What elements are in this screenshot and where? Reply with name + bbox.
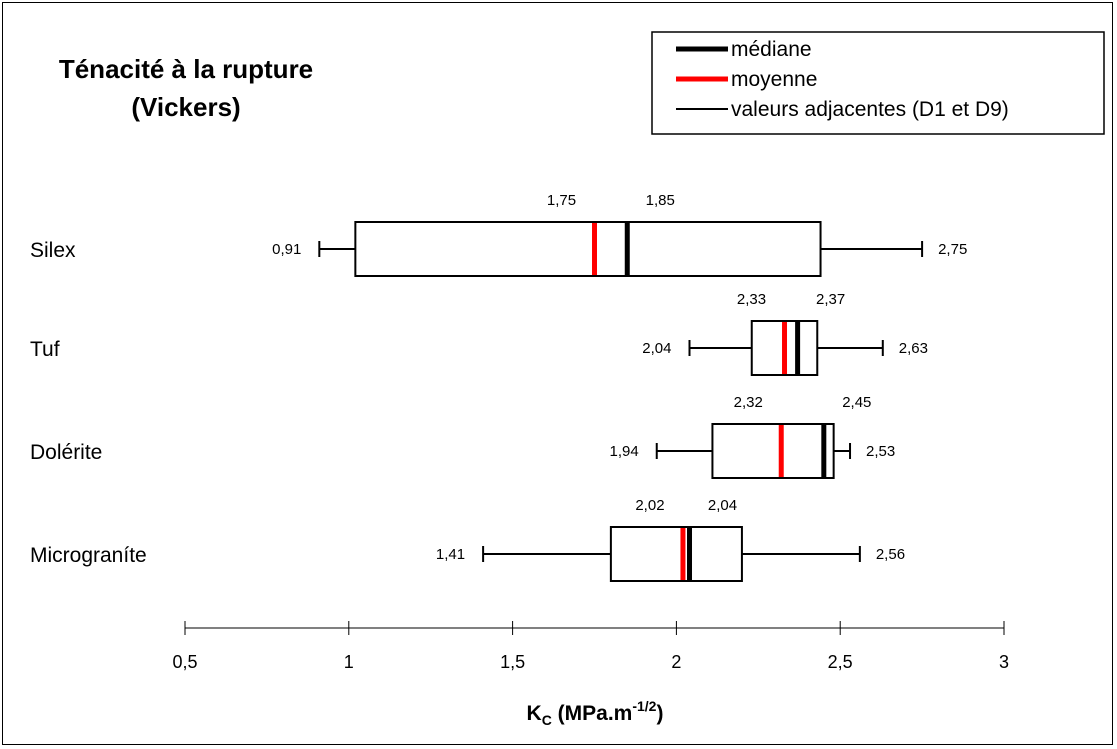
category-label-2: Dolérite	[30, 441, 102, 464]
mean-label-0: 1,75	[547, 192, 576, 209]
high-label-1: 2,63	[899, 340, 928, 357]
mean-label-2: 2,32	[734, 394, 763, 411]
category-label-3: Micrograníte	[30, 544, 147, 567]
chart-title-line-2: (Vickers)	[131, 92, 240, 122]
median-label-1: 2,37	[816, 291, 845, 308]
x-axis-label-superscript: -1/2	[632, 698, 656, 714]
median-label-0: 1,85	[646, 192, 675, 209]
box-body-2	[711, 423, 835, 479]
box-body-3	[609, 526, 743, 582]
box-3: Micrograníte 1,41 2,56 2,02 2,04	[30, 497, 905, 582]
x-tick-label-2: 1,5	[500, 652, 525, 672]
box-body-0	[354, 221, 822, 277]
x-tick-label-0: 0,5	[172, 652, 197, 672]
x-tick-label-4: 2,5	[828, 652, 853, 672]
low-label-0: 0,91	[272, 241, 301, 258]
x-axis-label: KC (MPa.m-1/2)	[527, 698, 664, 728]
legend-label-0: médiane	[731, 38, 812, 61]
median-label-2: 2,45	[842, 394, 871, 411]
legend: médiane moyenne valeurs adjacentes (D1 et …	[651, 31, 1105, 135]
plot-area: Silex 0,91 2,75 1,75 1,85 Tuf 2,04 2,63 2,33 2,37…	[30, 192, 967, 582]
chart-title-line-1: Ténacité à la rupture	[59, 54, 313, 84]
category-label-0: Silex	[30, 239, 76, 262]
legend-label-1: moyenne	[731, 68, 817, 91]
x-tick-label-1: 1	[344, 652, 354, 672]
x-axis-label-subscript: C	[542, 712, 552, 728]
low-label-3: 1,41	[436, 546, 465, 563]
x-axis-label-end: )	[656, 702, 663, 725]
box-0: Silex 0,91 2,75 1,75 1,85	[30, 192, 967, 277]
x-tick-label-5: 3	[999, 652, 1009, 672]
box-2: Dolérite 1,94 2,53 2,32 2,45	[30, 394, 895, 479]
low-label-1: 2,04	[642, 340, 671, 357]
x-axis-label-unit: (MPa.m	[552, 702, 633, 725]
x-axis-label-main: K	[527, 702, 542, 725]
legend-label-2: valeurs adjacentes (D1 et D9)	[731, 98, 1009, 121]
low-label-2: 1,94	[610, 443, 639, 460]
x-tick-label-3: 2	[671, 652, 681, 672]
mean-label-3: 2,02	[635, 497, 664, 514]
x-axis: 0,5 1 1,5 2 2,5 3	[172, 621, 1009, 672]
median-label-3: 2,04	[708, 497, 737, 514]
box-1: Tuf 2,04 2,63 2,33 2,37	[30, 291, 928, 376]
category-label-1: Tuf	[30, 338, 60, 361]
high-label-3: 2,56	[876, 546, 905, 563]
high-label-2: 2,53	[866, 443, 895, 460]
mean-label-1: 2,33	[737, 291, 766, 308]
chart-title: Ténacité à la rupture (Vickers)	[59, 54, 313, 122]
high-label-0: 2,75	[938, 241, 967, 258]
